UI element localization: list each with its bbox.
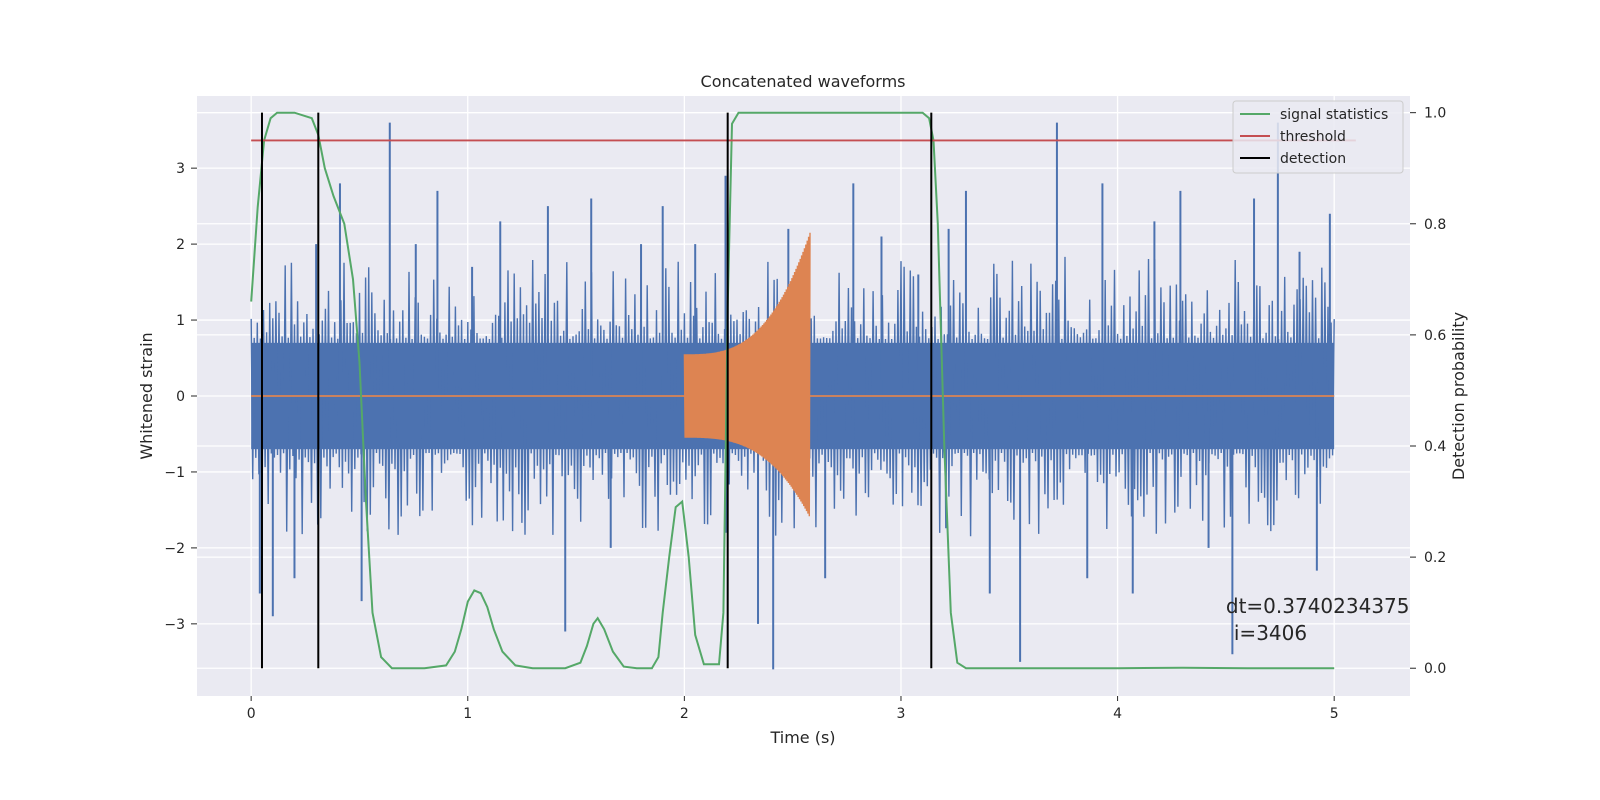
legend-label-detection: detection <box>1280 151 1346 167</box>
y-tick-label: −3 <box>164 617 185 633</box>
legend: signal statistics threshold detection <box>1232 100 1404 174</box>
legend-frame <box>1232 100 1404 174</box>
y-tick-label: 1 <box>176 313 185 329</box>
y-tick-label: 0 <box>176 389 185 405</box>
annotation-i: i=3406 <box>1234 621 1307 645</box>
y2-tick-label: 1.0 <box>1424 106 1446 122</box>
y-tick-label: −1 <box>164 465 185 481</box>
y-tick-label: −2 <box>164 541 185 557</box>
injection-waveform-series <box>251 232 1335 517</box>
legend-label-statistics: signal statistics <box>1280 107 1388 123</box>
x-tick-label: 1 <box>463 706 472 722</box>
y-tick-label: 2 <box>176 237 185 253</box>
x-axis-ticks: 0 1 2 3 4 5 <box>247 696 1339 722</box>
x-tick-label: 3 <box>897 706 906 722</box>
signal-statistics-line <box>250 111 1335 670</box>
y-tick-label: 3 <box>176 161 185 177</box>
y2-axis-label: Detection probability <box>1449 312 1468 480</box>
x-tick-label: 2 <box>680 706 689 722</box>
x-tick-label: 5 <box>1330 706 1339 722</box>
y-axis-label: Whitened strain <box>137 332 156 459</box>
x-axis-label: Time (s) <box>769 728 835 747</box>
y2-axis-ticks: 0.0 0.2 0.4 0.6 0.8 1.0 <box>1410 106 1446 677</box>
x-tick-label: 4 <box>1113 706 1122 722</box>
signal-statistics-series <box>250 111 1335 670</box>
y2-tick-label: 0.2 <box>1424 550 1446 566</box>
legend-label-threshold: threshold <box>1280 129 1346 145</box>
y2-tick-label: 0.0 <box>1424 661 1446 677</box>
injection-chirp <box>683 232 811 517</box>
y2-tick-label: 0.8 <box>1424 217 1446 233</box>
y2-tick-label: 0.4 <box>1424 439 1446 455</box>
x-tick-label: 0 <box>247 706 256 722</box>
y-axis-ticks: −3 −2 −1 0 1 2 3 <box>164 161 197 633</box>
y2-tick-label: 0.6 <box>1424 328 1446 344</box>
detection-series <box>260 112 933 669</box>
annotation-dt: dt=0.3740234375 <box>1226 594 1410 618</box>
chart-title: Concatenated waveforms <box>701 72 906 91</box>
